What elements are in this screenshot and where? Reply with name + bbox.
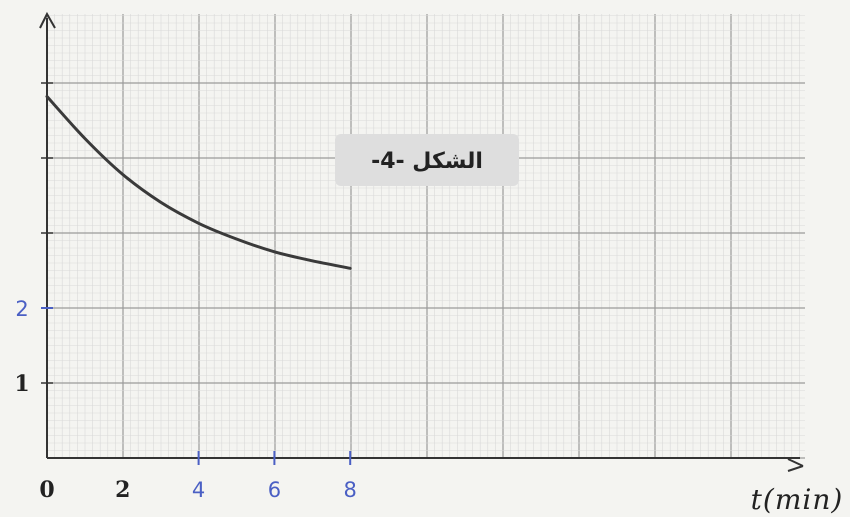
x-axis-label: t(min) (751, 483, 844, 516)
x-tick-label: 2 (115, 477, 130, 503)
caption-background (335, 134, 519, 186)
y-tick-label: 2 (15, 297, 28, 321)
figure-caption-group: الشكل -4- (335, 134, 519, 186)
x-tick-label: 8 (344, 478, 357, 502)
x-tick-label: 0 (39, 477, 54, 503)
ticks-layer: 0 2 4 6 8 1 2 (14, 82, 357, 503)
x-axis-arrow (787, 458, 804, 472)
grid (46, 14, 805, 459)
series-line (45, 95, 352, 270)
x-tick-label: 4 (192, 478, 205, 502)
series-layer (45, 95, 352, 270)
y-axis-arrow (39, 11, 56, 29)
x-tick-label: 6 (268, 478, 281, 502)
figure-caption: الشكل -4- (371, 149, 483, 174)
axes: t(min) (39, 11, 844, 516)
y-tick-label: 1 (14, 371, 29, 397)
